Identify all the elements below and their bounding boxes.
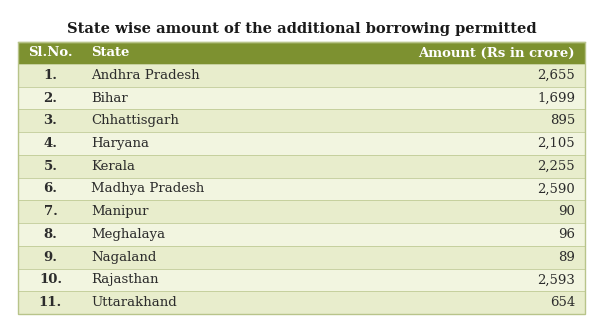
Bar: [18, 64, 585, 87]
Bar: [18, 132, 585, 155]
Text: 2,593: 2,593: [537, 274, 575, 287]
Text: 2,655: 2,655: [537, 69, 575, 82]
Text: 10.: 10.: [39, 274, 62, 287]
Bar: [18, 178, 585, 200]
Bar: [18, 42, 585, 314]
Text: Nagaland: Nagaland: [91, 251, 156, 264]
Text: 89: 89: [558, 251, 575, 264]
Bar: [18, 223, 585, 246]
Bar: [18, 246, 585, 269]
Text: 2.: 2.: [43, 92, 57, 105]
Text: 3.: 3.: [43, 114, 57, 127]
Text: Uttarakhand: Uttarakhand: [91, 296, 177, 309]
Text: Andhra Pradesh: Andhra Pradesh: [91, 69, 200, 82]
Bar: [18, 269, 585, 291]
Text: Rajasthan: Rajasthan: [91, 274, 159, 287]
Text: 9.: 9.: [43, 251, 57, 264]
Text: 654: 654: [550, 296, 575, 309]
Text: 2,590: 2,590: [537, 183, 575, 196]
Text: 11.: 11.: [39, 296, 62, 309]
Text: 7.: 7.: [43, 205, 57, 218]
Text: Kerala: Kerala: [91, 160, 135, 173]
Text: 5.: 5.: [43, 160, 57, 173]
Text: Manipur: Manipur: [91, 205, 148, 218]
Text: 8.: 8.: [43, 228, 57, 241]
Bar: [18, 42, 585, 64]
Text: State wise amount of the additional borrowing permitted: State wise amount of the additional borr…: [67, 22, 536, 36]
Text: 4.: 4.: [43, 137, 57, 150]
Bar: [18, 155, 585, 178]
Bar: [18, 110, 585, 132]
Text: 2,105: 2,105: [537, 137, 575, 150]
Bar: [18, 87, 585, 110]
Text: 1.: 1.: [43, 69, 57, 82]
Text: Chhattisgarh: Chhattisgarh: [91, 114, 179, 127]
Text: Sl.No.: Sl.No.: [28, 47, 73, 60]
Text: 1,699: 1,699: [537, 92, 575, 105]
Text: Amount (Rs in crore): Amount (Rs in crore): [418, 47, 575, 60]
Text: Bihar: Bihar: [91, 92, 128, 105]
Text: Madhya Pradesh: Madhya Pradesh: [91, 183, 204, 196]
Text: 90: 90: [558, 205, 575, 218]
Bar: [18, 200, 585, 223]
Text: Haryana: Haryana: [91, 137, 149, 150]
Text: 96: 96: [558, 228, 575, 241]
Text: 6.: 6.: [43, 183, 57, 196]
Bar: [18, 291, 585, 314]
Text: 2,255: 2,255: [537, 160, 575, 173]
Text: 895: 895: [550, 114, 575, 127]
Text: Meghalaya: Meghalaya: [91, 228, 165, 241]
Text: State: State: [91, 47, 130, 60]
